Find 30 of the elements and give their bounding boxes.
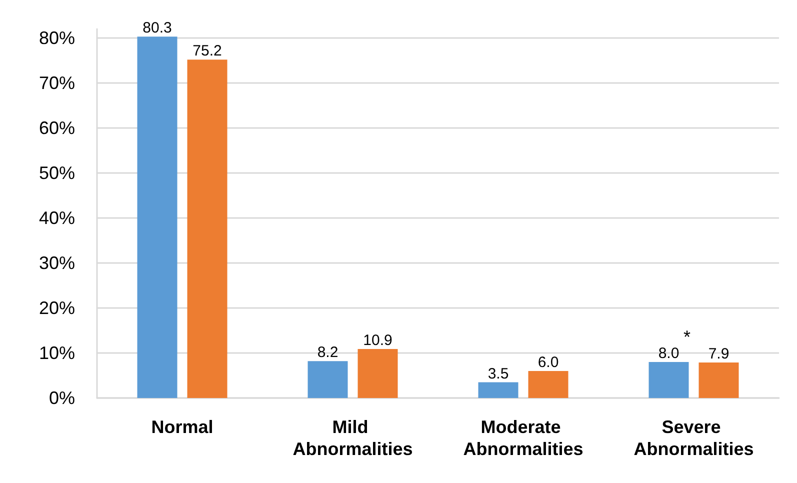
bar — [137, 36, 178, 398]
data-label: 3.5 — [488, 365, 509, 382]
bar — [478, 382, 518, 398]
bar — [187, 60, 228, 398]
data-label: 7.9 — [708, 345, 730, 362]
y-tick-label: 40% — [38, 208, 75, 228]
data-label: 8.2 — [317, 344, 338, 362]
data-label: 75.2 — [192, 42, 222, 60]
bar — [698, 362, 739, 398]
y-tick-label: 0% — [48, 388, 75, 408]
y-tick-label: 70% — [38, 73, 75, 93]
x-tick-label: Normal — [151, 417, 214, 437]
y-tick-label: 30% — [38, 253, 75, 273]
bar — [308, 361, 348, 398]
bar — [528, 371, 568, 398]
y-tick-label: 50% — [38, 163, 75, 183]
y-tick-label: 10% — [38, 343, 75, 363]
data-label: 80.3 — [142, 20, 172, 37]
annotation: * — [683, 327, 691, 347]
data-label: 10.9 — [363, 332, 392, 349]
y-tick-label: 80% — [38, 28, 75, 48]
x-tick-label: Mild Abnormalities — [292, 417, 413, 459]
data-label: 6.0 — [538, 354, 559, 371]
x-tick-label: Moderate Abnormalities — [463, 417, 584, 459]
y-tick-label: 60% — [38, 118, 75, 138]
bar — [358, 348, 398, 398]
y-tick-label: 20% — [38, 298, 75, 318]
x-tick-label: Severe Abnormalities — [634, 417, 754, 459]
data-label: 8.0 — [658, 345, 680, 362]
bar — [648, 362, 689, 398]
